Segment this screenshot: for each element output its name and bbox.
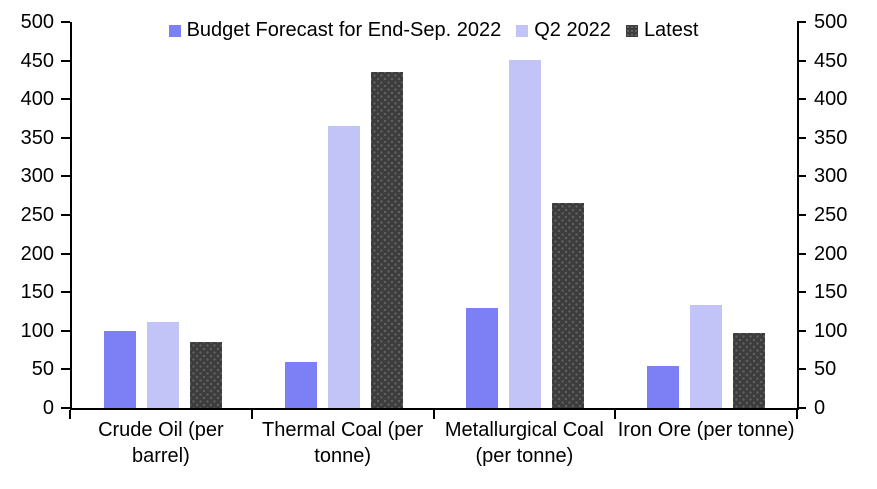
y-tick-mark [61, 252, 70, 255]
y-tick-mark [797, 407, 806, 409]
legend-marker-icon [516, 24, 529, 37]
y-axis-tick-label-right: 100 [814, 319, 848, 342]
y-tick-mark [797, 136, 806, 139]
y-tick-mark [61, 407, 70, 409]
y-tick-mark [797, 175, 806, 178]
y-axis-tick-label-right: 50 [814, 358, 837, 381]
bar-group [253, 22, 434, 408]
x-axis-category-label: Thermal Coal (per tonne) [262, 419, 424, 467]
y-tick-mark [61, 214, 70, 216]
y-tick-mark [61, 21, 70, 23]
legend-marker-icon [168, 24, 181, 37]
y-tick-mark [61, 368, 70, 371]
y-tick-mark [797, 98, 806, 101]
bar-group [616, 22, 797, 408]
x-tick-mark [614, 410, 617, 419]
y-tick-mark [61, 291, 70, 294]
y-axis-tick-label-left: 0 [42, 397, 54, 419]
bar [733, 333, 766, 408]
y-axis-tick-label-right: 150 [814, 281, 848, 304]
y-tick-mark [797, 329, 806, 332]
y-axis-tick-label-left: 200 [20, 242, 54, 265]
y-axis-tick-label-left: 250 [20, 204, 54, 226]
y-axis-tick-label-right: 300 [814, 165, 848, 188]
y-tick-mark [797, 252, 806, 255]
legend-label: Budget Forecast for End-Sep. 2022 [186, 19, 502, 41]
bar [146, 322, 179, 408]
y-tick-mark [797, 368, 806, 371]
y-axis-tick-label-right: 500 [814, 11, 848, 33]
y-tick-mark [61, 136, 70, 139]
bar [327, 126, 360, 408]
legend-item: Q2 2022 [516, 19, 611, 42]
y-tick-mark [61, 59, 70, 62]
y-axis-tick-label-right: 0 [814, 397, 826, 419]
y-tick-mark [797, 291, 806, 294]
x-tick-mark [250, 410, 253, 419]
bar [370, 72, 403, 408]
legend-item: Budget Forecast for End-Sep. 2022 [168, 19, 502, 42]
x-tick-mark [69, 410, 71, 419]
x-axis-category-label: Crude Oil (per barrel) [98, 419, 224, 467]
x-axis-category-label: Metallurgical Coal (per tonne) [444, 419, 604, 467]
y-tick-mark [797, 59, 806, 62]
y-axis-tick-label-left: 50 [31, 358, 54, 381]
y-tick-mark [797, 21, 806, 23]
y-axis-tick-label-right: 450 [814, 49, 848, 72]
y-tick-mark [61, 329, 70, 332]
y-tick-mark [61, 175, 70, 178]
bar [466, 307, 499, 408]
legend-item: Latest [625, 19, 699, 42]
chart-legend: Budget Forecast for End-Sep. 2022 Q2 2022… [70, 19, 797, 42]
y-tick-mark [797, 214, 806, 216]
y-axis-tick-label-right: 400 [814, 88, 848, 111]
x-tick-mark [796, 410, 798, 419]
y-axis-tick-label-left: 450 [20, 49, 54, 72]
bar [103, 330, 136, 408]
bar [690, 305, 723, 408]
y-axis-tick-label-left: 150 [20, 281, 54, 304]
bar [552, 203, 585, 408]
y-axis-tick-label-left: 400 [20, 88, 54, 111]
y-axis-tick-label-left: 500 [20, 11, 54, 33]
y-axis-tick-label-left: 350 [20, 126, 54, 149]
y-axis-tick-label-right: 200 [814, 242, 848, 265]
bar-group [435, 22, 616, 408]
y-tick-mark [61, 98, 70, 101]
plot-area [70, 22, 799, 410]
bar [189, 342, 222, 408]
bar [284, 361, 317, 408]
x-tick-mark [432, 410, 435, 419]
y-axis-tick-label-left: 100 [20, 319, 54, 342]
legend-marker-icon [625, 24, 638, 37]
y-axis-tick-label-right: 250 [814, 204, 848, 226]
y-axis-tick-label-right: 350 [814, 126, 848, 149]
bar [647, 365, 680, 408]
legend-label: Q2 2022 [534, 19, 611, 41]
y-axis-tick-label-left: 300 [20, 165, 54, 188]
bar [509, 59, 542, 408]
legend-label: Latest [643, 19, 699, 41]
x-axis-category-label: Iron Ore (per tonne) [617, 419, 795, 441]
bar-group [72, 22, 253, 408]
